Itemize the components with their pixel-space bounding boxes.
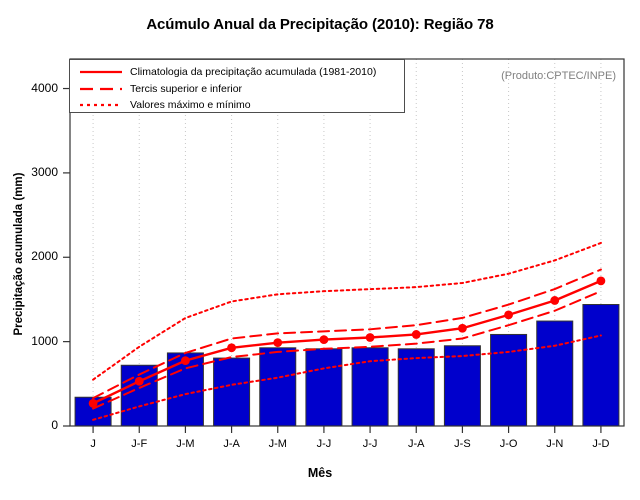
legend-item-extremes: Valores máximo e mínimo	[78, 97, 251, 113]
legend-item-climatology: Climatologia da precipitação acumulada (…	[78, 64, 376, 80]
y-tick-label: 4000	[31, 80, 58, 95]
x-tick-label: J-S	[454, 438, 471, 450]
y-tick-label: 2000	[31, 249, 58, 264]
y-tick-label: 0	[51, 418, 58, 432]
product-annotation: (Produto:CPTEC/INPE)	[501, 70, 616, 82]
x-tick-label: J-O	[499, 438, 518, 450]
solid-line-icon	[78, 65, 124, 79]
x-tick-label: J-F	[131, 438, 148, 450]
legend-label-extremes: Valores máximo e mínimo	[130, 99, 251, 111]
x-axis-label: Mês	[307, 466, 333, 480]
y-tick-label: 1000	[31, 333, 58, 348]
y-tick-label: 3000	[31, 164, 58, 179]
chart-title: Acúmulo Anual da Precipitação (2010): Re…	[146, 16, 494, 33]
x-tick-label: J-J	[316, 438, 332, 450]
legend-label-terciles: Tercis superior e inferior	[130, 83, 243, 95]
x-tick-label: J-D	[592, 438, 610, 450]
x-tick-label: J-J	[362, 438, 378, 450]
x-tick-label: J-M	[176, 438, 195, 450]
legend-item-terciles: Tercis superior e inferior	[78, 81, 242, 97]
x-tick-label: J-M	[268, 438, 287, 450]
x-tick-label: J	[90, 438, 96, 450]
line-series	[88, 241, 606, 421]
dotted-line-icon	[78, 98, 124, 112]
x-tick-label: J-A	[223, 438, 240, 450]
x-tick-label: J-N	[546, 438, 564, 450]
dashed-line-icon	[78, 82, 124, 96]
chart-legend: Climatologia da precipitação acumulada (…	[69, 59, 405, 113]
x-tick-label: J-A	[408, 438, 425, 450]
legend-label-climatology: Climatologia da precipitação acumulada (…	[130, 66, 377, 78]
